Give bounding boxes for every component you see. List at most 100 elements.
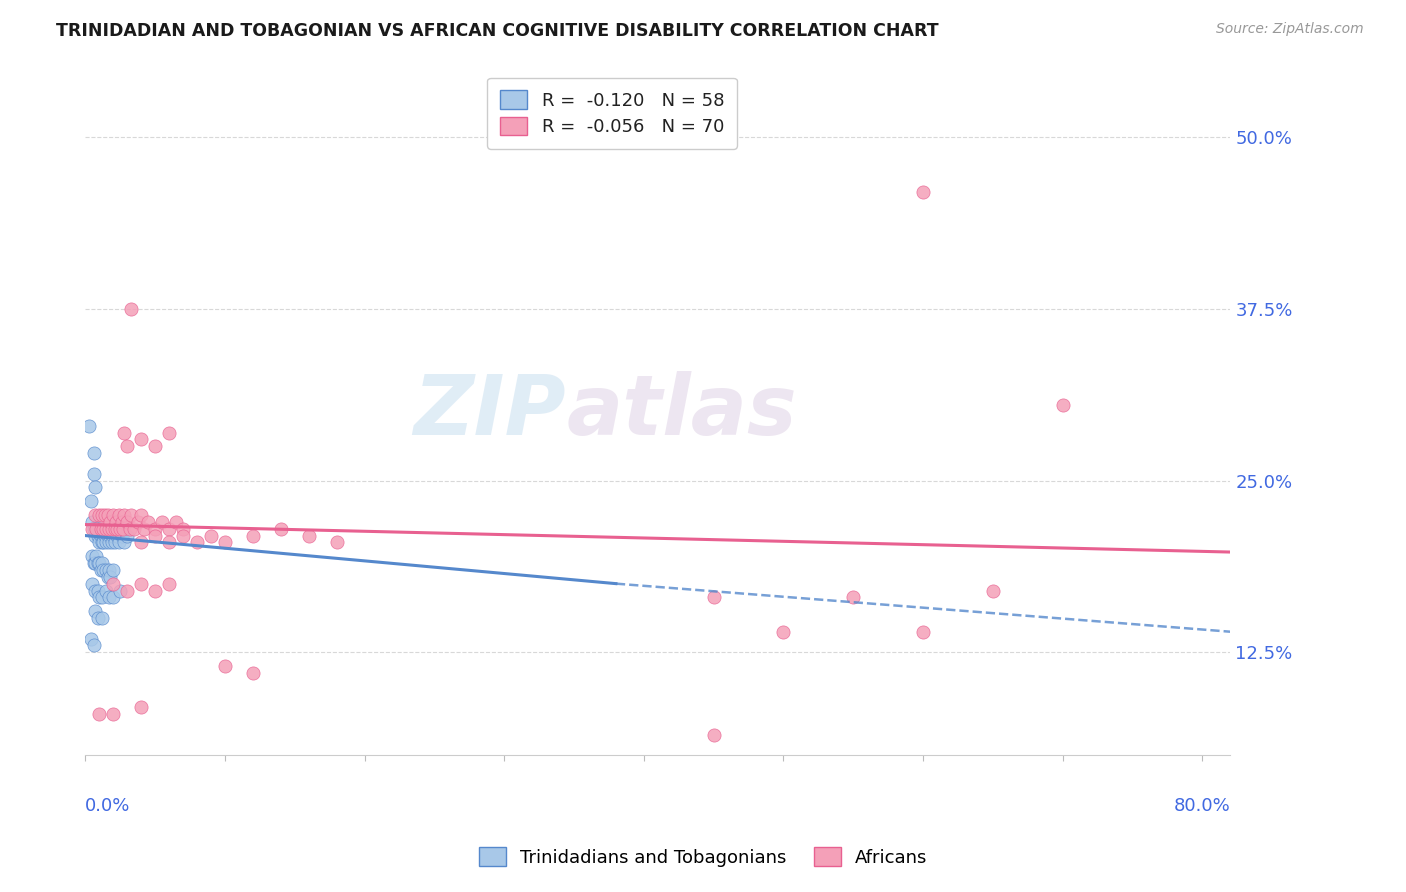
Text: atlas: atlas (567, 371, 797, 452)
Point (98, 522, 121, 536)
Point (143, 522, 166, 536)
Point (79, 418, 101, 433)
Point (80, 632, 103, 646)
Point (91, 611, 114, 625)
Point (90, 522, 112, 536)
Point (143, 583, 166, 598)
Text: Source: ZipAtlas.com: Source: ZipAtlas.com (1216, 22, 1364, 37)
Text: TRINIDADIAN AND TOBAGONIAN VS AFRICAN COGNITIVE DISABILITY CORRELATION CHART: TRINIDADIAN AND TOBAGONIAN VS AFRICAN CO… (56, 22, 939, 40)
Point (83, 446, 105, 460)
Point (912, 185, 935, 199)
Point (108, 535, 131, 549)
Point (87, 528, 110, 542)
Point (112, 508, 135, 522)
Point (115, 583, 138, 598)
Point (298, 528, 321, 542)
Point (84, 528, 107, 542)
Point (105, 522, 128, 536)
Point (89, 556, 111, 570)
Point (83, 639, 105, 653)
Point (91, 591, 114, 605)
Point (80, 494, 103, 508)
Point (157, 522, 180, 536)
Point (108, 522, 131, 536)
Point (143, 439, 166, 453)
Point (186, 535, 208, 549)
Point (110, 515, 132, 529)
Point (157, 535, 180, 549)
Point (115, 528, 138, 542)
Point (981, 583, 1004, 598)
Point (82, 549, 104, 564)
Point (101, 522, 124, 536)
Legend: R =  -0.120   N = 58, R =  -0.056   N = 70: R = -0.120 N = 58, R = -0.056 N = 70 (488, 78, 737, 149)
Point (93, 522, 115, 536)
Point (100, 570, 122, 584)
Point (90, 563, 112, 577)
Point (91, 556, 114, 570)
Point (97, 528, 120, 542)
Point (200, 528, 222, 542)
Point (129, 508, 152, 522)
Point (84, 556, 107, 570)
Point (96, 563, 118, 577)
Point (143, 528, 166, 542)
Point (89, 508, 111, 522)
Point (89, 522, 111, 536)
Point (96, 535, 118, 549)
Point (105, 515, 128, 529)
Point (157, 425, 180, 440)
Point (87, 556, 110, 570)
Point (83, 556, 105, 570)
Legend: Trinidadians and Tobagonians, Africans: Trinidadians and Tobagonians, Africans (471, 840, 935, 874)
Point (108, 508, 131, 522)
Point (912, 624, 935, 639)
Point (172, 528, 194, 542)
Point (87, 583, 110, 598)
Point (103, 528, 125, 542)
Point (82, 576, 104, 591)
Point (93, 528, 115, 542)
Point (83, 467, 105, 481)
Point (86, 522, 108, 536)
Point (87, 611, 110, 625)
Point (172, 522, 194, 536)
Point (842, 591, 865, 605)
Point (132, 522, 155, 536)
Point (150, 515, 173, 529)
Point (98, 591, 121, 605)
Point (84, 508, 107, 522)
Point (110, 528, 132, 542)
Point (97, 508, 120, 522)
Point (112, 425, 135, 440)
Point (270, 522, 292, 536)
Point (129, 535, 152, 549)
Text: 80.0%: 80.0% (1174, 797, 1230, 814)
Point (120, 508, 142, 522)
Point (157, 576, 180, 591)
Point (107, 528, 129, 542)
Point (108, 522, 131, 536)
Point (82, 515, 104, 529)
Point (214, 659, 236, 673)
Text: 0.0%: 0.0% (86, 797, 131, 814)
Point (703, 591, 725, 605)
Point (90, 528, 112, 542)
Point (91, 535, 114, 549)
Point (96, 522, 118, 536)
Point (103, 707, 125, 722)
Point (104, 535, 127, 549)
Point (122, 522, 145, 536)
Point (94, 508, 117, 522)
Point (242, 665, 264, 680)
Point (242, 528, 264, 542)
Point (89, 591, 111, 605)
Point (100, 515, 122, 529)
Point (129, 433, 152, 447)
Point (214, 535, 236, 549)
Point (103, 508, 125, 522)
Point (83, 522, 105, 536)
Point (86, 549, 108, 564)
Point (84, 604, 107, 618)
Point (127, 515, 149, 529)
